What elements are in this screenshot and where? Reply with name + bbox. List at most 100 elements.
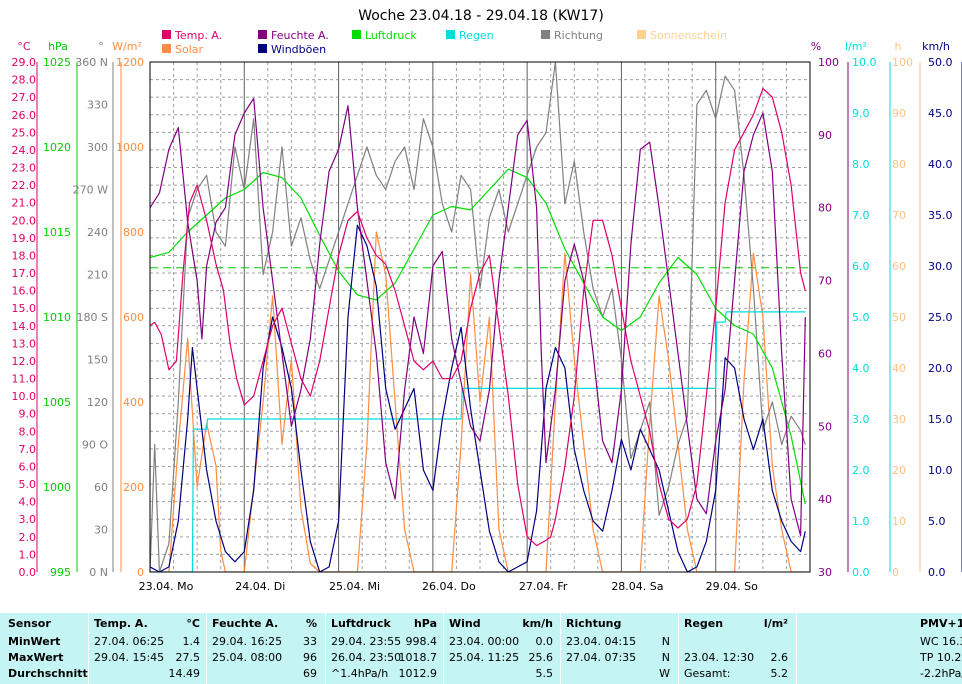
x-axis-label: 23.04. Mo (139, 580, 194, 593)
pressure-tick-label: 1000 (43, 481, 71, 494)
humidity-tick-label: 90 (818, 129, 832, 142)
sunshine-unit-label: h (895, 40, 902, 53)
x-axis-label: 29.04. So (706, 580, 758, 593)
stats-separator (443, 613, 444, 684)
pmv-trend: -2.2hPa/ (920, 667, 962, 680)
temp-tick-label: 22.0 (12, 179, 37, 192)
stats-header-temp: Temp. A. (94, 617, 148, 630)
temp-tick-label: 6.0 (19, 460, 37, 473)
stats-rain-column: Regen l/m² 23.04. 12:30 2.6 Gesamt: 5.2 (679, 613, 796, 684)
temp-tick-label: 19.0 (12, 232, 37, 245)
stats-pressure-column: Luftdruck hPa 29.04. 23:55 998.4 26.04. … (326, 613, 443, 684)
pressure-tick-label: 1010 (43, 311, 71, 324)
stats-header-temp-unit: °C (186, 617, 200, 630)
temp-tick-label: 3.0 (19, 513, 37, 526)
temp-tick-label: 25.0 (12, 126, 37, 139)
pmv-tp: TP 10.2 (920, 651, 962, 664)
temp-tick-label: 7.0 (19, 443, 37, 456)
stats-separator (678, 613, 679, 684)
rain-total-value: 5.2 (770, 667, 789, 680)
stats-temp-column: Temp. A. °C 27.04. 06:25 1.4 29.04. 15:4… (89, 613, 206, 684)
humidity-unit-label: % (811, 40, 821, 53)
temp-tick-label: 14.0 (12, 320, 37, 333)
wind-max-value: 25.6 (528, 651, 554, 664)
stats-pmv-column: PMV+1: WC 16.3 TP 10.2 -2.2hPa/ (797, 613, 962, 684)
legend-swatch (637, 30, 646, 39)
legend-label: Sonnenschein (650, 29, 727, 42)
temp-tick-label: 5.0 (19, 478, 37, 491)
rain-tick-label: 0.0 (852, 566, 870, 579)
rain-tick-label: 8.0 (852, 158, 870, 171)
direction-tick-label: 240 (87, 226, 108, 239)
rain-tick-label: 9.0 (852, 107, 870, 120)
row-label-min: MinWert (8, 635, 61, 648)
series-line-temp-a- (150, 87, 806, 547)
direction-tick-label: 120 (87, 396, 108, 409)
wind-tick-label: 0.0 (928, 566, 946, 579)
temp-tick-label: 16.0 (12, 285, 37, 298)
temp-tick-label: 26.0 (12, 109, 37, 122)
stats-header-sensor: Sensor (8, 617, 51, 630)
stats-header-pmv: PMV+1: (920, 617, 962, 630)
row-label-avg: Durchschnitt (8, 667, 88, 680)
legend-label: Solar (175, 43, 204, 56)
legend-label: Richtung (554, 29, 603, 42)
stats-separator (325, 613, 326, 684)
rain-tick-label: 3.0 (852, 413, 870, 426)
wind-tick-label: 40.0 (928, 158, 953, 171)
humidity-tick-label: 50 (818, 420, 832, 433)
temp-tick-label: 13.0 (12, 337, 37, 350)
sunshine-tick-label: 20 (892, 464, 906, 477)
x-axis-label: 28.04. Sa (611, 580, 663, 593)
hum-min-time: 29.04. 16:25 (212, 635, 283, 648)
humidity-tick-label: 80 (818, 202, 832, 215)
chart-title: Woche 23.04.18 - 29.04.18 (KW17) (358, 8, 604, 24)
temp-max-time: 29.04. 15:45 (94, 651, 165, 664)
wind-max-time: 25.04. 11:25 (449, 651, 520, 664)
temp-min-time: 27.04. 06:25 (94, 635, 165, 648)
rain-max-time: 23.04. 12:30 (684, 651, 755, 664)
x-axis-label: 25.04. Mi (329, 580, 380, 593)
direction-tick-label: 210 (87, 269, 108, 282)
plot-frame (149, 61, 811, 573)
x-axis-labels: 23.04. Mo 24.04. Di 25.04. Mi 26.04. Do 27.0… (139, 580, 758, 593)
legend-label: Temp. A. (174, 29, 222, 42)
stats-header-rain: Regen (684, 617, 724, 630)
solar-unit-label: W/m² (112, 40, 142, 53)
series-line-luftdruck (150, 168, 806, 505)
temp-tick-label: 11.0 (12, 373, 37, 386)
solar-tick-label: 1000 (116, 141, 144, 154)
pressure-tick-label: 1015 (43, 226, 71, 239)
hum-max-time: 25.04. 08:00 (212, 651, 283, 664)
temp-tick-label: 17.0 (12, 267, 37, 280)
press-avg-value: 1012.9 (398, 667, 438, 680)
pressure-tick-label: 995 (50, 566, 71, 579)
series-line-windb-en (150, 224, 806, 572)
temp-tick-label: 12.0 (12, 355, 37, 368)
temp-tick-label: 20.0 (12, 214, 37, 227)
hum-max-value: 96 (303, 651, 317, 664)
series-line-feuchte-a- (150, 97, 806, 537)
chart-axes: 0.0 1.0 2.0 3.0 4.0 5.0 6.0 7.0 8.0 9.0 10.0 11.0 12… (12, 40, 962, 579)
sunshine-tick-label: 10 (892, 515, 906, 528)
wind-min-time: 23.04. 00:00 (449, 635, 520, 648)
humidity-tick-label: 40 (818, 493, 832, 506)
rain-tick-label: 10.0 (852, 56, 877, 69)
solar-tick-label: 1200 (116, 56, 144, 69)
wind-tick-label: 35.0 (928, 209, 953, 222)
sunshine-tick-label: 40 (892, 362, 906, 375)
solar-tick-label: 400 (123, 396, 144, 409)
rain-total-label: Gesamt: (684, 667, 731, 680)
temp-tick-label: 21.0 (12, 197, 37, 210)
wind-tick-label: 15.0 (928, 413, 953, 426)
sunshine-tick-label: 0 (892, 566, 899, 579)
stats-separator (206, 613, 207, 684)
press-trend: ^1.4hPa/h (331, 667, 389, 680)
rain-max-value: 2.6 (770, 651, 789, 664)
dir-max-time: 27.04. 07:35 (566, 651, 637, 664)
temp-unit-label: °C (17, 40, 31, 53)
x-axis-label: 26.04. Do (422, 580, 476, 593)
pressure-tick-label: 1005 (43, 396, 71, 409)
x-axis-label: 27.04. Fr (519, 580, 568, 593)
wind-tick-label: 20.0 (928, 362, 953, 375)
